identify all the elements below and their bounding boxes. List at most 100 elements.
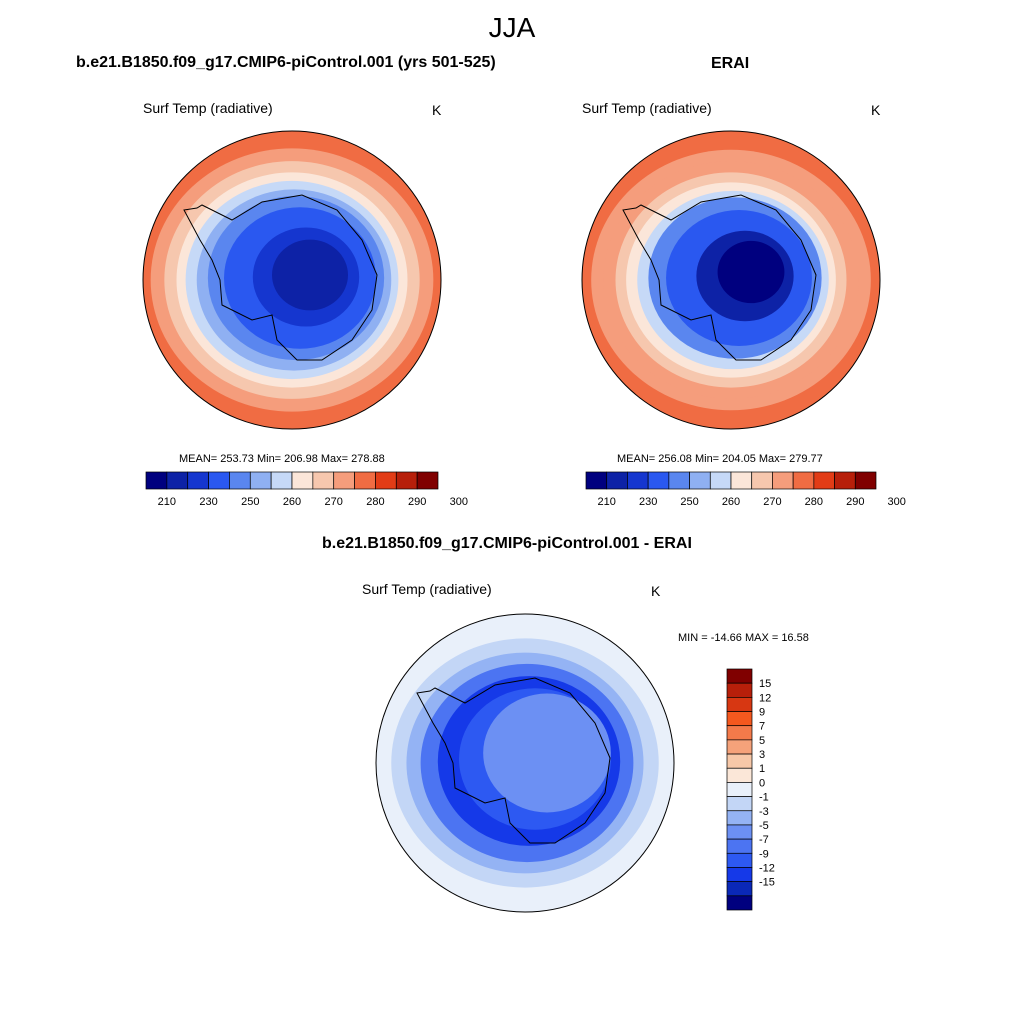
panel-1-title: b.e21.B1850.f09_g17.CMIP6-piControl.001 …: [76, 54, 496, 71]
colorbar-tick-label: 250: [680, 496, 698, 508]
colorbar-box: [726, 753, 753, 769]
colorbar-box: [726, 796, 753, 812]
colorbar-box: [416, 471, 439, 490]
colorbar-box: [726, 824, 753, 840]
panel-2-stats: MEAN= 256.08 Min= 204.05 Max= 279.77: [617, 453, 823, 465]
colorbar-box: [726, 867, 753, 882]
colorbar-1: 210 230 250 260 270 280 290 300: [145, 471, 468, 508]
panel-2-units: K: [871, 102, 881, 118]
colorbar-tick-label: 280: [805, 496, 823, 508]
colorbar-box: [668, 471, 690, 490]
colorbar-tick-label: 210: [598, 496, 616, 508]
map-panel-3: [375, 613, 675, 913]
colorbar-tick-label: 290: [846, 496, 864, 508]
colorbar-box: [726, 782, 753, 797]
antarctica-coastline: [183, 194, 378, 361]
colorbar-box: [249, 471, 272, 490]
colorbar-tick-label: 9: [759, 707, 765, 719]
colorbar-box: [792, 471, 815, 490]
colorbar-box: [375, 471, 397, 490]
field-ring-pole-interior: [717, 240, 785, 304]
colorbar-box: [726, 725, 753, 741]
colorbar-box: [689, 471, 711, 490]
colorbar-box: [726, 881, 753, 897]
colorbar-box: [229, 471, 251, 490]
colorbar-tick-label: 260: [283, 496, 301, 508]
panel-3-title: b.e21.B1850.f09_g17.CMIP6-piControl.001 …: [322, 535, 692, 552]
colorbar-box: [726, 739, 753, 755]
colorbar-tick-label: 1: [759, 763, 765, 775]
colorbar-box: [208, 471, 230, 490]
colorbar-box: [145, 471, 168, 490]
colorbar-tick-label: 250: [241, 496, 259, 508]
colorbar-box: [627, 471, 649, 490]
colorbar-box: [726, 682, 753, 698]
colorbar-box: [354, 471, 376, 490]
colorbar-box: [726, 668, 753, 684]
colorbar-tick-label: 290: [408, 496, 426, 508]
colorbar-box: [726, 767, 753, 783]
colorbar-box: [730, 471, 753, 490]
colorbar-box: [606, 471, 628, 490]
colorbar-tick-label: 260: [722, 496, 740, 508]
panel-3-stats: MIN = -14.66 MAX = 16.58: [678, 632, 809, 644]
panel-3-variable: Surf Temp (radiative): [362, 581, 492, 597]
colorbar-tick-label: 230: [199, 496, 217, 508]
colorbar-tick-label: 280: [366, 496, 384, 508]
colorbar-box: [647, 471, 670, 490]
colorbar-box: [854, 471, 877, 490]
colorbar-tick-label: -1: [759, 792, 769, 804]
colorbar-box: [726, 810, 753, 826]
colorbar-tick-label: -7: [759, 834, 769, 846]
map-field-1: [143, 131, 441, 429]
colorbar-box: [333, 471, 355, 490]
panel-3-units: K: [651, 583, 661, 599]
map-boundary: [581, 130, 881, 430]
colorbar-box: [726, 895, 753, 911]
colorbar-tick-label: 7: [759, 721, 765, 733]
colorbar-3: 15 12 9 7 5 3 1 0 -1 -3 -5 -7 -9 -12 -15: [726, 668, 775, 911]
colorbar-box: [270, 471, 293, 490]
colorbar-tick-label: -15: [759, 877, 775, 889]
colorbar-tick-label: 300: [888, 496, 906, 508]
colorbar-box: [726, 852, 753, 868]
panel-2-variable: Surf Temp (radiative): [582, 100, 712, 116]
colorbar-box: [834, 471, 856, 490]
colorbar-tick-label: -9: [759, 848, 769, 860]
map-panel-1: [142, 130, 442, 430]
colorbar-tick-label: 300: [450, 496, 468, 508]
panel-1-units: K: [432, 102, 442, 118]
colorbar-box: [772, 471, 794, 490]
colorbar-tick-label: -3: [759, 806, 769, 818]
colorbar-box: [187, 471, 209, 490]
antarctica-coastline: [622, 194, 817, 361]
colorbar-2: 210 230 250 260 270 280 290 300: [585, 471, 906, 508]
map-field-3: [376, 614, 674, 912]
panel-1-stats: MEAN= 253.73 Min= 206.98 Max= 278.88: [179, 453, 385, 465]
colorbar-box: [813, 471, 835, 490]
colorbar-tick-label: 12: [759, 692, 771, 704]
colorbar-tick-label: 3: [759, 749, 765, 761]
field-ring-pole-interior: [272, 239, 348, 311]
colorbar-box: [726, 711, 753, 727]
colorbar-tick-label: 270: [325, 496, 343, 508]
colorbar-box: [585, 471, 608, 490]
colorbar-tick-label: 5: [759, 735, 765, 747]
colorbar-tick-label: 270: [763, 496, 781, 508]
panel-1-variable: Surf Temp (radiative): [143, 100, 273, 116]
colorbar-tick-label: -5: [759, 820, 769, 832]
colorbar-box: [312, 471, 335, 490]
antarctica-coastline: [416, 677, 611, 844]
colorbar-box: [166, 471, 189, 490]
colorbar-tick-label: 230: [639, 496, 657, 508]
colorbar-box: [395, 471, 418, 490]
colorbar-box: [726, 838, 753, 854]
panel-2-title: ERAI: [711, 55, 750, 72]
map-field-2: [582, 131, 880, 429]
colorbar-box: [751, 471, 773, 490]
colorbar-box: [726, 697, 753, 712]
map-boundary: [375, 613, 675, 913]
field-ring-east-interior: [483, 693, 611, 813]
map-panel-2: [581, 130, 881, 430]
